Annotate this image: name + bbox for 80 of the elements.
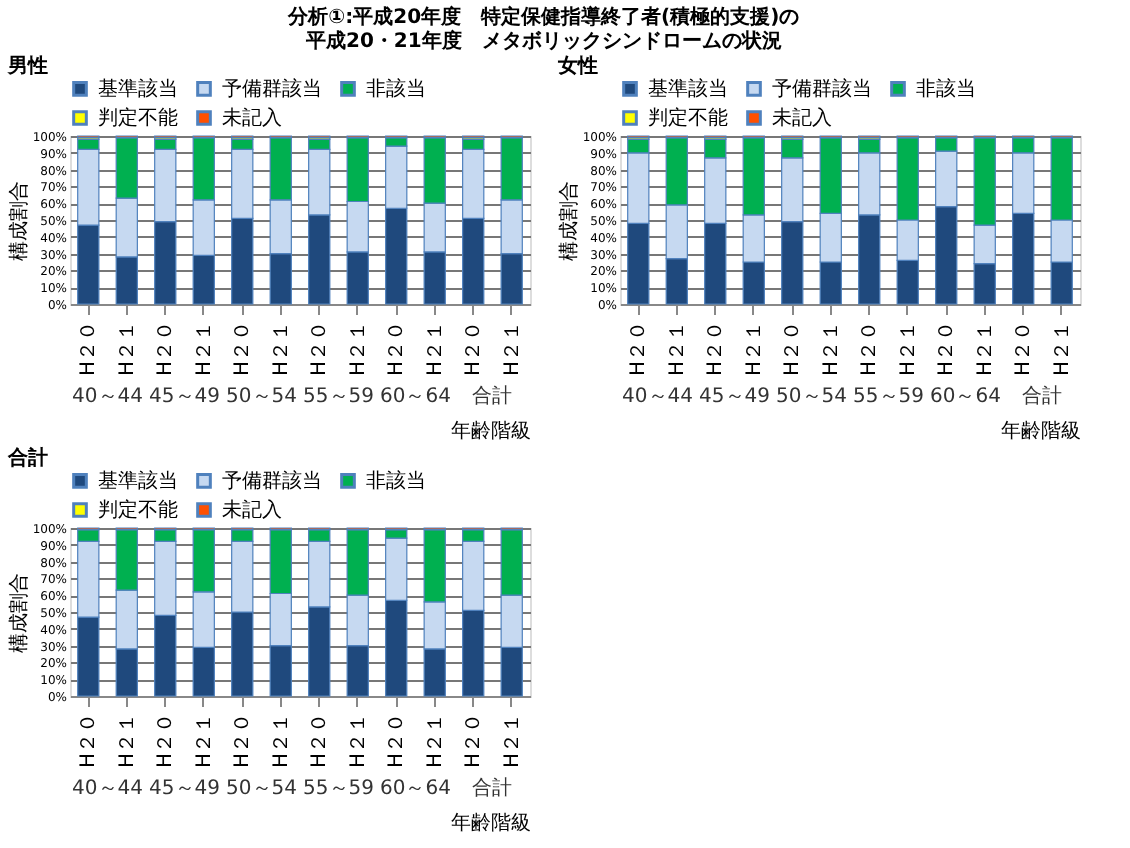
- text: 60～64: [380, 778, 451, 800]
- x-tick-label: H２１: [270, 713, 293, 769]
- legend-label: 非該当: [916, 76, 976, 101]
- text: 50～54: [776, 386, 847, 408]
- text: 60～64: [930, 386, 1001, 408]
- x-tick-label: H２０: [1013, 321, 1036, 377]
- legend-label: 判定不能: [98, 498, 178, 522]
- legend-label: 判定不能: [648, 106, 728, 130]
- x-tick-label: H２０: [309, 321, 332, 377]
- x-tick-label: H２０: [386, 321, 409, 377]
- text: 平成20・21年度 メタボリックシンドロームの状況: [306, 31, 782, 53]
- legend-label: 非該当: [366, 76, 426, 101]
- x-tick-label: H２０: [859, 321, 882, 377]
- x-tick-label: H２０: [936, 321, 959, 377]
- y-axis-title: 構成割合: [556, 181, 581, 261]
- y-axis-title: 構成割合: [6, 573, 31, 653]
- legend-label: 判定不能: [98, 106, 178, 130]
- legend-label: 非該当: [366, 468, 426, 493]
- x-tick-label: H２０: [155, 321, 178, 377]
- x-tick-label: H２０: [463, 321, 486, 377]
- x-tick-label: H２０: [705, 321, 728, 377]
- text: 40～44: [622, 386, 693, 408]
- x-tick-label: H２１: [1051, 321, 1074, 377]
- x-tick-label: H２１: [743, 321, 766, 377]
- text: 合計: [472, 776, 513, 800]
- x-tick-label: H２１: [193, 321, 216, 377]
- x-axis-title: 年齢階級: [1001, 419, 1081, 443]
- x-tick-label: H２１: [193, 713, 216, 769]
- x-tick-label: H２１: [347, 713, 370, 769]
- x-tick-label: H２１: [666, 321, 689, 377]
- legend-label: 未記入: [222, 106, 282, 130]
- x-tick-label: H２１: [347, 321, 370, 377]
- x-tick-label: H２１: [116, 713, 139, 769]
- x-tick-label: H２１: [501, 321, 524, 377]
- text: 50～54: [226, 778, 297, 800]
- x-tick-label: H２１: [424, 713, 447, 769]
- legend-label: 基準該当: [98, 76, 178, 101]
- x-tick-label: H２１: [424, 321, 447, 377]
- legend-label: 未記入: [222, 498, 282, 522]
- x-tick-label: H２０: [386, 713, 409, 769]
- x-tick-label: H２０: [78, 321, 101, 377]
- x-tick-label: H２０: [155, 713, 178, 769]
- chart-subtitle: 女性: [555, 54, 598, 78]
- text: 45～49: [149, 778, 220, 800]
- legend-label: 予備群該当: [222, 76, 322, 101]
- text: 40～44: [72, 778, 143, 800]
- x-tick-label: H２１: [820, 321, 843, 377]
- text: 55～59: [303, 778, 374, 800]
- legend-label: 未記入: [772, 106, 832, 130]
- x-axis-title: 年齢階級: [451, 811, 531, 835]
- chart-subtitle: 合計: [5, 446, 48, 470]
- text: 分析①:平成20年度 特定保健指導終了者(積極的支援)の: [288, 7, 800, 29]
- legend-label: 基準該当: [648, 76, 728, 101]
- x-tick-label: H２０: [78, 713, 101, 769]
- legend-label: 基準該当: [98, 468, 178, 493]
- text: 合計: [472, 384, 513, 408]
- x-tick-label: H２１: [897, 321, 920, 377]
- x-tick-label: H２０: [628, 321, 651, 377]
- x-tick-label: H２１: [270, 321, 293, 377]
- legend-label: 予備群該当: [222, 468, 322, 493]
- text: 45～49: [149, 386, 220, 408]
- text: 45～49: [699, 386, 770, 408]
- x-tick-label: H２０: [232, 321, 255, 377]
- text: 55～59: [303, 386, 374, 408]
- x-tick-label: H２０: [782, 321, 805, 377]
- y-axis-title: 構成割合: [6, 181, 31, 261]
- x-tick-label: H２１: [974, 321, 997, 377]
- chart-subtitle: 男性: [5, 54, 48, 78]
- x-tick-label: H２０: [232, 713, 255, 769]
- legend-label: 予備群該当: [772, 76, 872, 101]
- text: 55～59: [853, 386, 924, 408]
- x-tick-label: H２１: [501, 713, 524, 769]
- x-tick-label: H２０: [309, 713, 332, 769]
- x-axis-title: 年齢階級: [451, 419, 531, 443]
- x-tick-label: H２１: [116, 321, 139, 377]
- text: 50～54: [226, 386, 297, 408]
- x-tick-label: H２０: [463, 713, 486, 769]
- text: 60～64: [380, 386, 451, 408]
- text: 40～44: [72, 386, 143, 408]
- text: 合計: [1022, 384, 1063, 408]
